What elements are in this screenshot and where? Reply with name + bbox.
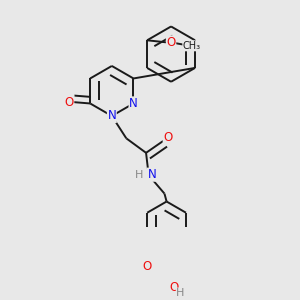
Text: N: N — [148, 168, 156, 181]
Text: O: O — [167, 36, 176, 49]
Text: O: O — [142, 260, 152, 273]
Text: O: O — [163, 131, 172, 144]
Text: O: O — [64, 96, 74, 109]
Text: N: N — [107, 110, 116, 122]
Text: H: H — [176, 288, 185, 298]
Text: O: O — [170, 280, 179, 294]
Text: CH₃: CH₃ — [183, 41, 201, 51]
Text: N: N — [129, 97, 138, 110]
Text: H: H — [134, 170, 143, 180]
